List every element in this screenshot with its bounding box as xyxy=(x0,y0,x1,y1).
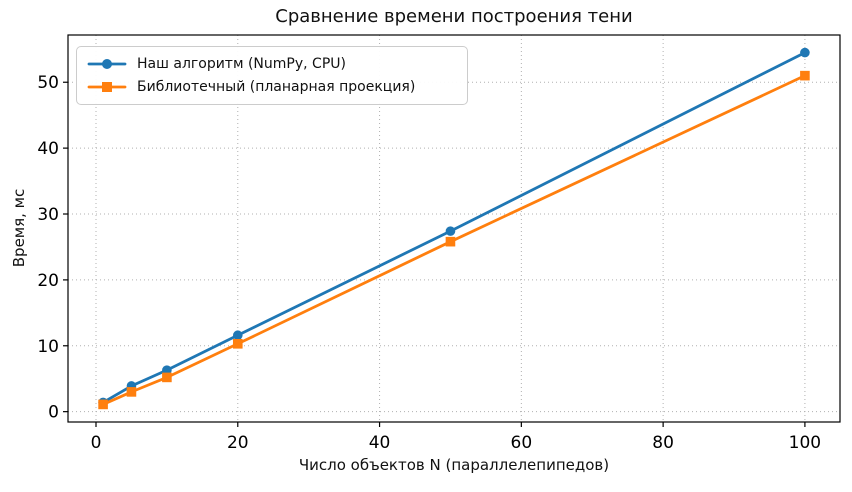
y-tick-label: 40 xyxy=(37,139,59,159)
legend-label: Наш алгоритм (NumPy, CPU) xyxy=(137,56,346,73)
data-point-square xyxy=(126,387,137,397)
data-point-square xyxy=(98,399,108,410)
y-tick-label: 10 xyxy=(37,337,59,357)
legend-item-library: Библиотечный (планарная проекция) xyxy=(87,79,457,95)
series-line-0 xyxy=(101,51,807,404)
y-tick-label: 50 xyxy=(37,73,59,93)
y-tick-label: 20 xyxy=(37,271,59,291)
x-tick-label: 60 xyxy=(511,433,533,453)
legend-item-our-algorithm: Наш алгоритм (NumPy, CPU) xyxy=(87,56,457,72)
data-point-square xyxy=(162,372,172,383)
data-point-square xyxy=(445,236,456,247)
data-point-circle xyxy=(232,330,243,341)
data-point-circle xyxy=(162,365,172,375)
x-tick-label: 0 xyxy=(91,433,102,453)
legend-line-square-icon xyxy=(87,81,127,92)
legend-line-circle-icon xyxy=(87,59,127,70)
axes-frame xyxy=(67,34,841,423)
x-tick-label: 100 xyxy=(789,433,821,453)
chart-title: Сравнение времени построения тени xyxy=(275,6,633,27)
x-tick-label: 80 xyxy=(652,433,674,453)
data-point-circle xyxy=(445,226,456,236)
data-point-square xyxy=(800,70,810,81)
legend-marker-circle xyxy=(102,59,112,70)
data-point-circle xyxy=(800,47,810,58)
legend: Наш алгоритм (NumPy, CPU) Библиотечный (… xyxy=(76,46,468,105)
y-tick-label: 0 xyxy=(48,403,59,423)
legend-marker-square xyxy=(102,81,112,92)
legend-label: Библиотечный (планарная проекция) xyxy=(137,78,416,95)
y-tick-label: 30 xyxy=(37,205,59,225)
y-axis-label: Время, мс xyxy=(10,188,28,268)
x-tick-label: 20 xyxy=(227,433,249,453)
data-point-square xyxy=(232,338,243,349)
x-tick-label: 40 xyxy=(369,433,391,453)
x-axis-label: Число объектов N (параллелепипедов) xyxy=(298,456,610,474)
